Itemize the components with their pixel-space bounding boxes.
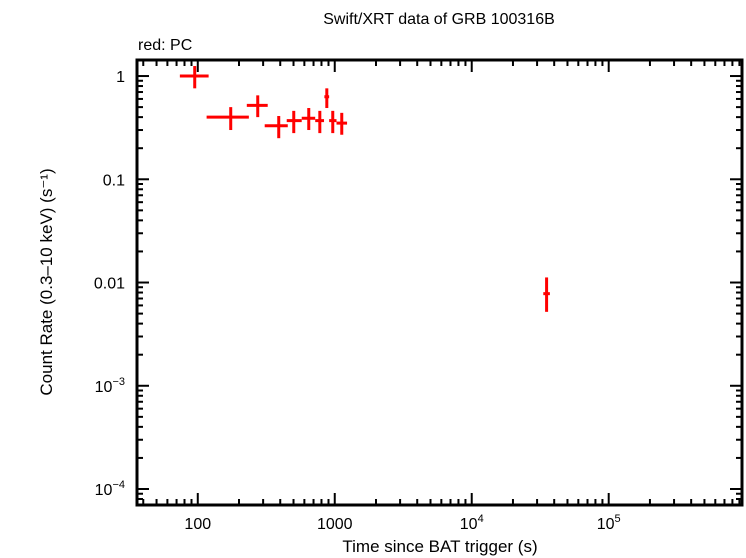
data-point [264, 116, 288, 139]
y-tick-label: 10−3 [95, 376, 125, 396]
data-point [206, 107, 249, 131]
x-tick-label: 100 [184, 516, 211, 533]
y-tick-label: 1 [116, 69, 125, 86]
data-point [286, 110, 302, 134]
chart-title: Swift/XRT data of GRB 100316B [323, 11, 555, 28]
data-point [336, 112, 348, 135]
data-point [246, 95, 268, 118]
legend-text: red: PC [138, 37, 192, 54]
y-tick-label: 10−4 [95, 479, 125, 499]
data-point [179, 66, 209, 89]
data-point [301, 108, 316, 131]
plot-frame [135, 58, 744, 507]
x-tick-label: 1000 [317, 516, 353, 533]
data-series-pc [179, 66, 550, 312]
x-tick-label: 105 [597, 513, 621, 533]
axis-ticks [137, 60, 742, 506]
data-point [324, 88, 330, 109]
y-tick-label: 0.1 [103, 172, 125, 189]
data-point [315, 110, 325, 134]
x-tick-label: 104 [460, 513, 484, 533]
x-axis-label: Time since BAT trigger (s) [342, 537, 537, 556]
y-tick-label: 0.01 [94, 276, 125, 293]
data-point [329, 110, 337, 134]
data-point [543, 277, 550, 312]
tick-labels: 100 1000 104 105 1 0.1 0.01 10−3 10−4 [94, 69, 621, 533]
y-axis-label: Count Rate (0.3–10 keV) (s⁻¹) [37, 168, 56, 395]
